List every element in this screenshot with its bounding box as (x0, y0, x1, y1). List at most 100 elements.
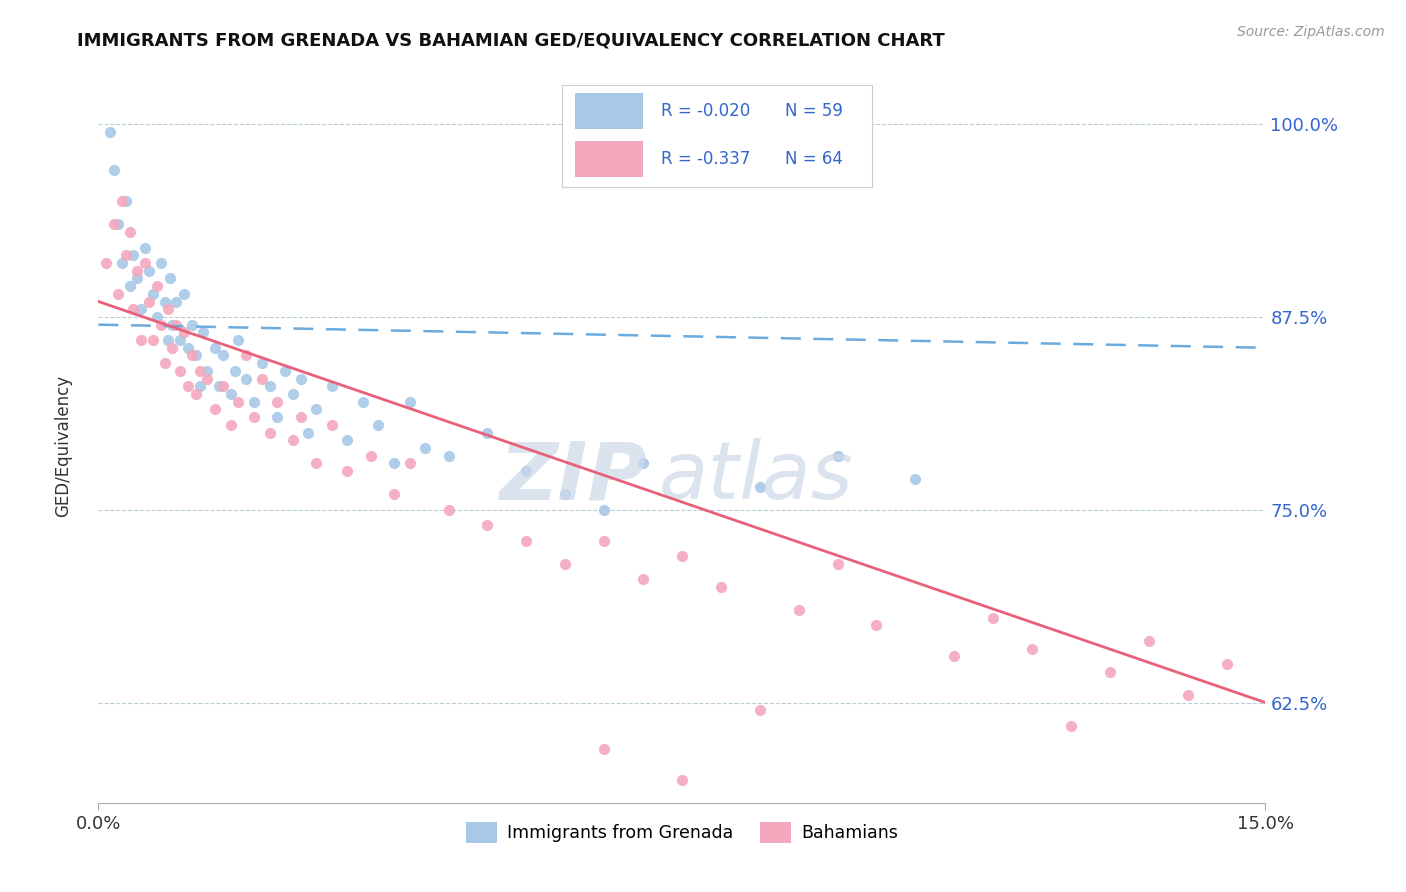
Point (671, 549, 693, 563)
Point (114, 248, 136, 262)
Point (398, 457, 420, 471)
Point (290, 410, 312, 425)
Text: Source: ZipAtlas.com: Source: ZipAtlas.com (1237, 25, 1385, 39)
Text: N = 64: N = 64 (785, 150, 844, 168)
Point (169, 333, 191, 347)
Point (204, 402, 226, 417)
Point (138, 294, 160, 309)
Point (149, 318, 172, 332)
Point (336, 464, 359, 478)
Point (593, 533, 616, 548)
Point (162, 318, 184, 332)
Point (865, 618, 887, 632)
Point (193, 326, 215, 340)
Point (157, 302, 180, 317)
Point (180, 349, 202, 363)
Point (142, 333, 165, 347)
Bar (575, 141, 643, 177)
Point (195, 371, 218, 385)
Point (127, 263, 149, 277)
Point (146, 279, 169, 293)
Text: R = -0.020: R = -0.020 (661, 102, 751, 120)
Point (224, 364, 246, 378)
Point (138, 263, 160, 277)
Point (943, 649, 966, 664)
Point (631, 457, 654, 471)
Point (103, 163, 125, 178)
Point (111, 256, 134, 270)
Point (96, 256, 118, 270)
Point (631, 572, 654, 586)
Point (98, 125, 121, 139)
Point (515, 464, 537, 478)
Point (235, 349, 257, 363)
Point (259, 379, 281, 393)
Point (157, 333, 180, 347)
Point (671, 772, 693, 787)
Point (204, 341, 226, 355)
Point (554, 557, 576, 571)
Point (243, 394, 266, 409)
Point (173, 286, 195, 301)
Point (177, 379, 200, 393)
Point (188, 364, 211, 378)
Point (748, 703, 770, 717)
Point (111, 194, 134, 209)
Point (367, 417, 389, 432)
Point (219, 387, 242, 401)
Point (228, 394, 250, 409)
Point (184, 349, 207, 363)
Point (360, 449, 382, 463)
Point (904, 472, 927, 486)
Point (1177, 688, 1199, 702)
Point (142, 286, 165, 301)
Point (134, 240, 156, 254)
Point (114, 194, 136, 209)
Point (710, 580, 733, 594)
Point (1021, 641, 1043, 656)
Point (554, 487, 576, 501)
Point (129, 302, 152, 317)
Point (266, 410, 288, 425)
Point (118, 279, 141, 293)
Point (297, 425, 319, 440)
Point (118, 225, 141, 239)
Point (146, 310, 169, 324)
Point (321, 417, 343, 432)
Point (290, 371, 312, 385)
Point (159, 271, 181, 285)
Text: GED/Equivalency: GED/Equivalency (55, 375, 72, 517)
Point (129, 333, 152, 347)
Point (122, 302, 145, 317)
Point (413, 441, 436, 455)
Point (235, 371, 257, 385)
Point (250, 356, 273, 370)
Point (212, 379, 235, 393)
Point (103, 218, 125, 232)
Point (1060, 719, 1083, 733)
Point (122, 248, 145, 262)
Point (134, 256, 156, 270)
Point (477, 518, 499, 533)
Point (321, 379, 343, 393)
Point (593, 502, 616, 516)
Point (1137, 633, 1160, 648)
Point (250, 371, 273, 385)
Point (398, 394, 420, 409)
Point (162, 341, 184, 355)
Point (165, 294, 187, 309)
Point (515, 533, 537, 548)
Text: atlas: atlas (658, 438, 853, 516)
Point (1098, 665, 1121, 679)
Text: R = -0.337: R = -0.337 (661, 150, 751, 168)
Point (127, 271, 149, 285)
Point (305, 457, 328, 471)
Point (169, 364, 191, 378)
Point (195, 364, 218, 378)
Point (243, 410, 266, 425)
Point (281, 387, 304, 401)
Point (281, 434, 304, 448)
Point (827, 449, 849, 463)
Point (184, 387, 207, 401)
Point (437, 449, 460, 463)
